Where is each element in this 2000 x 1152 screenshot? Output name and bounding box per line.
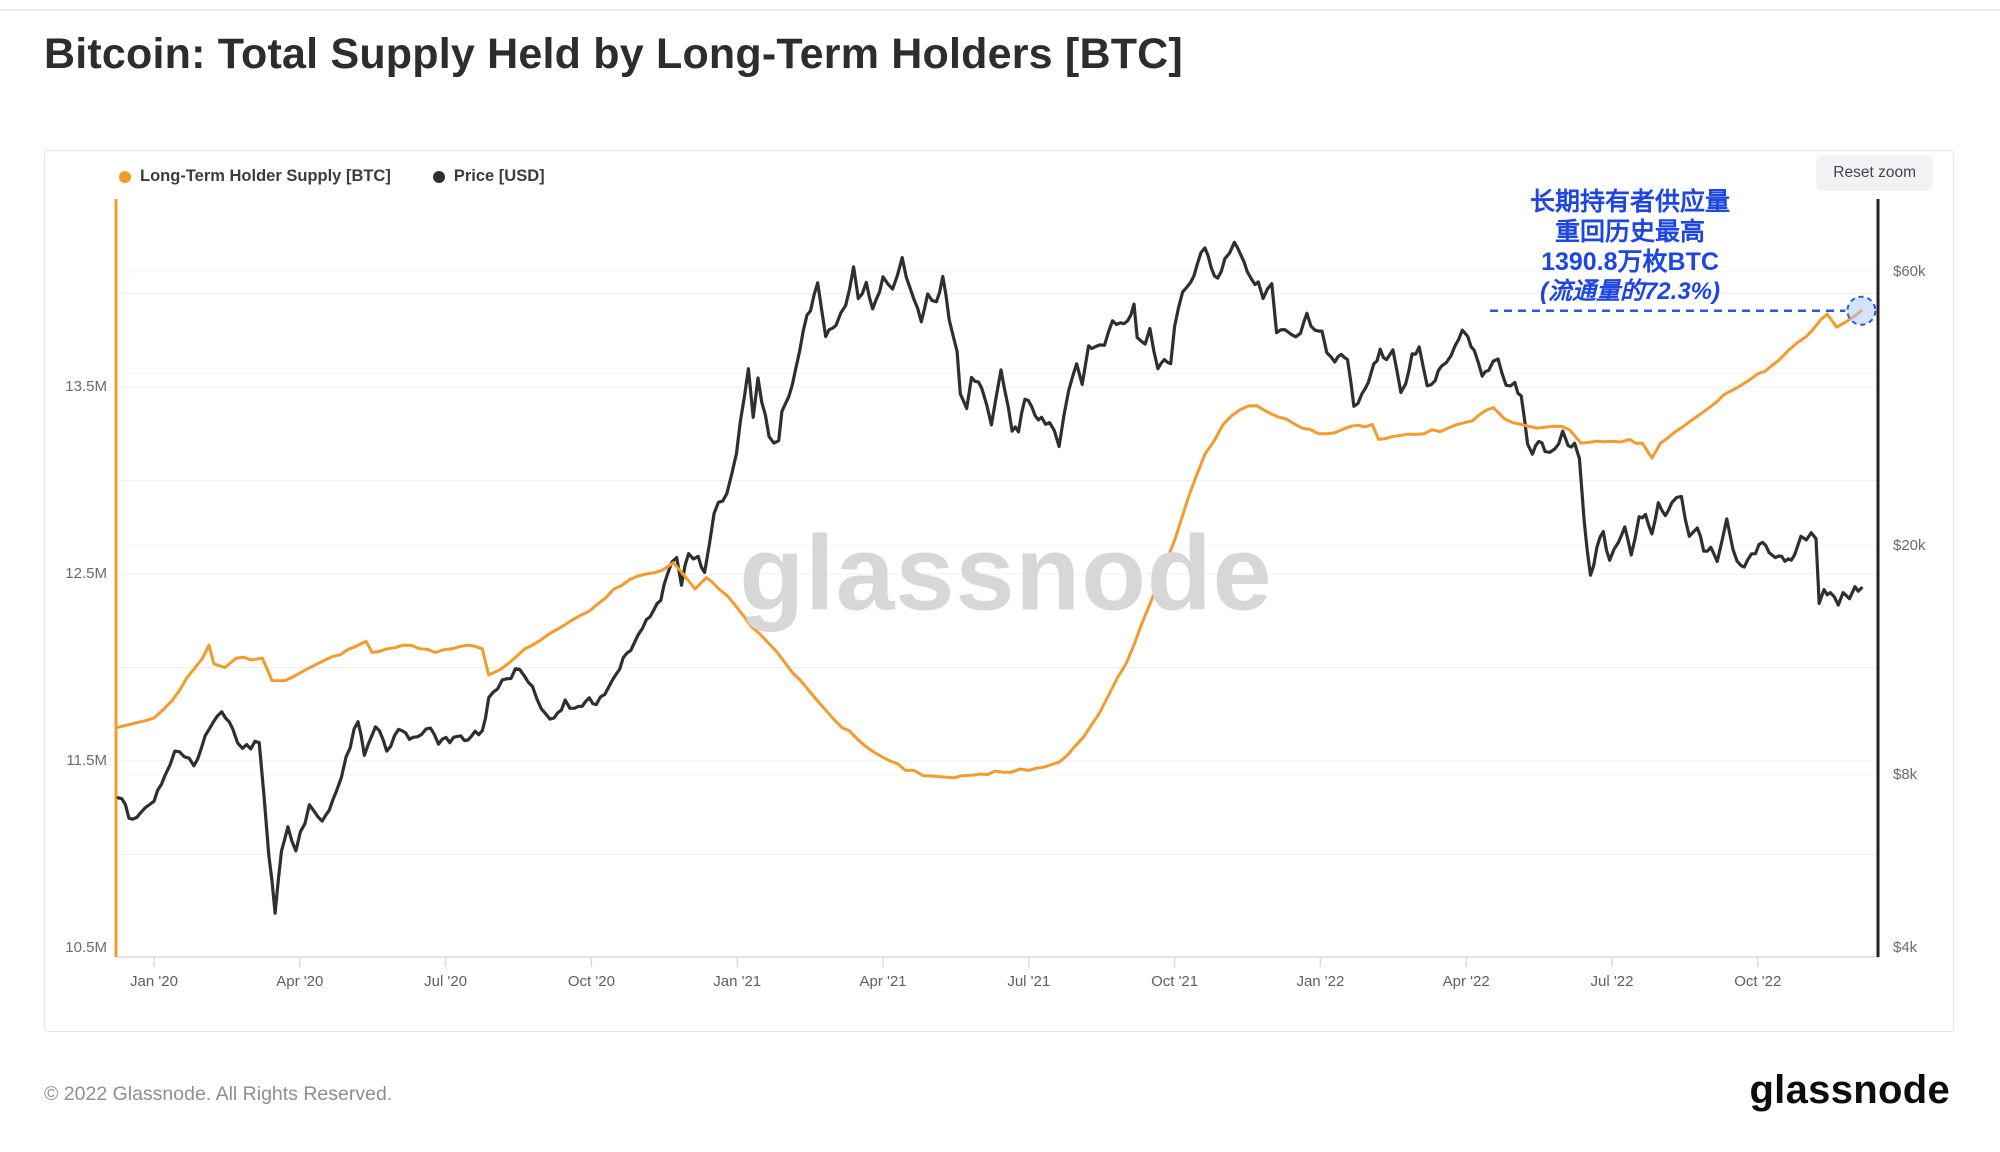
legend-label-price: Price [USD] — [453, 167, 545, 185]
x-axis-label: Jan '21 — [713, 973, 762, 990]
chart-canvas[interactable] — [45, 151, 1953, 1031]
price-line — [116, 240, 1864, 915]
y-axis-label-left: 12.5M — [65, 565, 107, 582]
annotation-highlight-circle — [1846, 295, 1877, 326]
y-axis-label-left: 13.5M — [65, 378, 107, 395]
page-title: Bitcoin: Total Supply Held by Long-Term … — [44, 30, 1183, 78]
legend-dot-supply-icon — [119, 170, 131, 183]
y-axis-label-right: $20k — [1893, 537, 1926, 555]
x-axis-label: Oct '20 — [567, 973, 615, 990]
y-axis-label-right: $8k — [1893, 765, 1918, 783]
top-divider — [0, 9, 2000, 11]
y-axis-label-right: $4k — [1893, 939, 1918, 956]
legend-dot-price-icon — [432, 170, 445, 183]
legend-item-price[interactable]: Price [USD] — [432, 167, 545, 186]
x-axis-label: Apr '22 — [1442, 973, 1490, 990]
supply-line — [116, 309, 1863, 780]
y-axis-label-right: $60k — [1893, 262, 1926, 280]
x-axis-label: Jul '21 — [1007, 973, 1051, 990]
legend-item-lth-supply[interactable]: Long-Term Holder Supply [BTC] — [119, 167, 391, 186]
legend-label-supply: Long-Term Holder Supply [BTC] — [140, 167, 391, 185]
x-axis-label: Jan '20 — [130, 973, 178, 990]
y-axis-label-left: 11.5M — [66, 752, 107, 769]
glassnode-logo: glassnode — [1749, 1068, 1950, 1112]
x-axis-label: Jan '22 — [1296, 973, 1345, 990]
x-axis-label: Apr '20 — [276, 973, 324, 990]
x-axis-label: Oct '22 — [1734, 973, 1782, 990]
x-axis-label: Oct '21 — [1151, 973, 1199, 990]
reset-zoom-button[interactable]: Reset zoom — [1816, 155, 1933, 191]
x-axis-label: Jul '20 — [424, 973, 468, 990]
chart-legend: Long-Term Holder Supply [BTC] Price [USD… — [119, 167, 545, 186]
y-axis-label-left: 10.5M — [65, 939, 107, 956]
footer-copyright: © 2022 Glassnode. All Rights Reserved. — [44, 1083, 393, 1105]
chart-plot-area[interactable]: glassnode 长期持有者供应量 重回历史最高 1390.8万枚BTC (流… — [45, 151, 1953, 1031]
x-axis-label: Apr '21 — [859, 973, 907, 990]
chart-card: Long-Term Holder Supply [BTC] Price [USD… — [44, 150, 1954, 1032]
x-axis-label: Jul '22 — [1590, 973, 1634, 990]
